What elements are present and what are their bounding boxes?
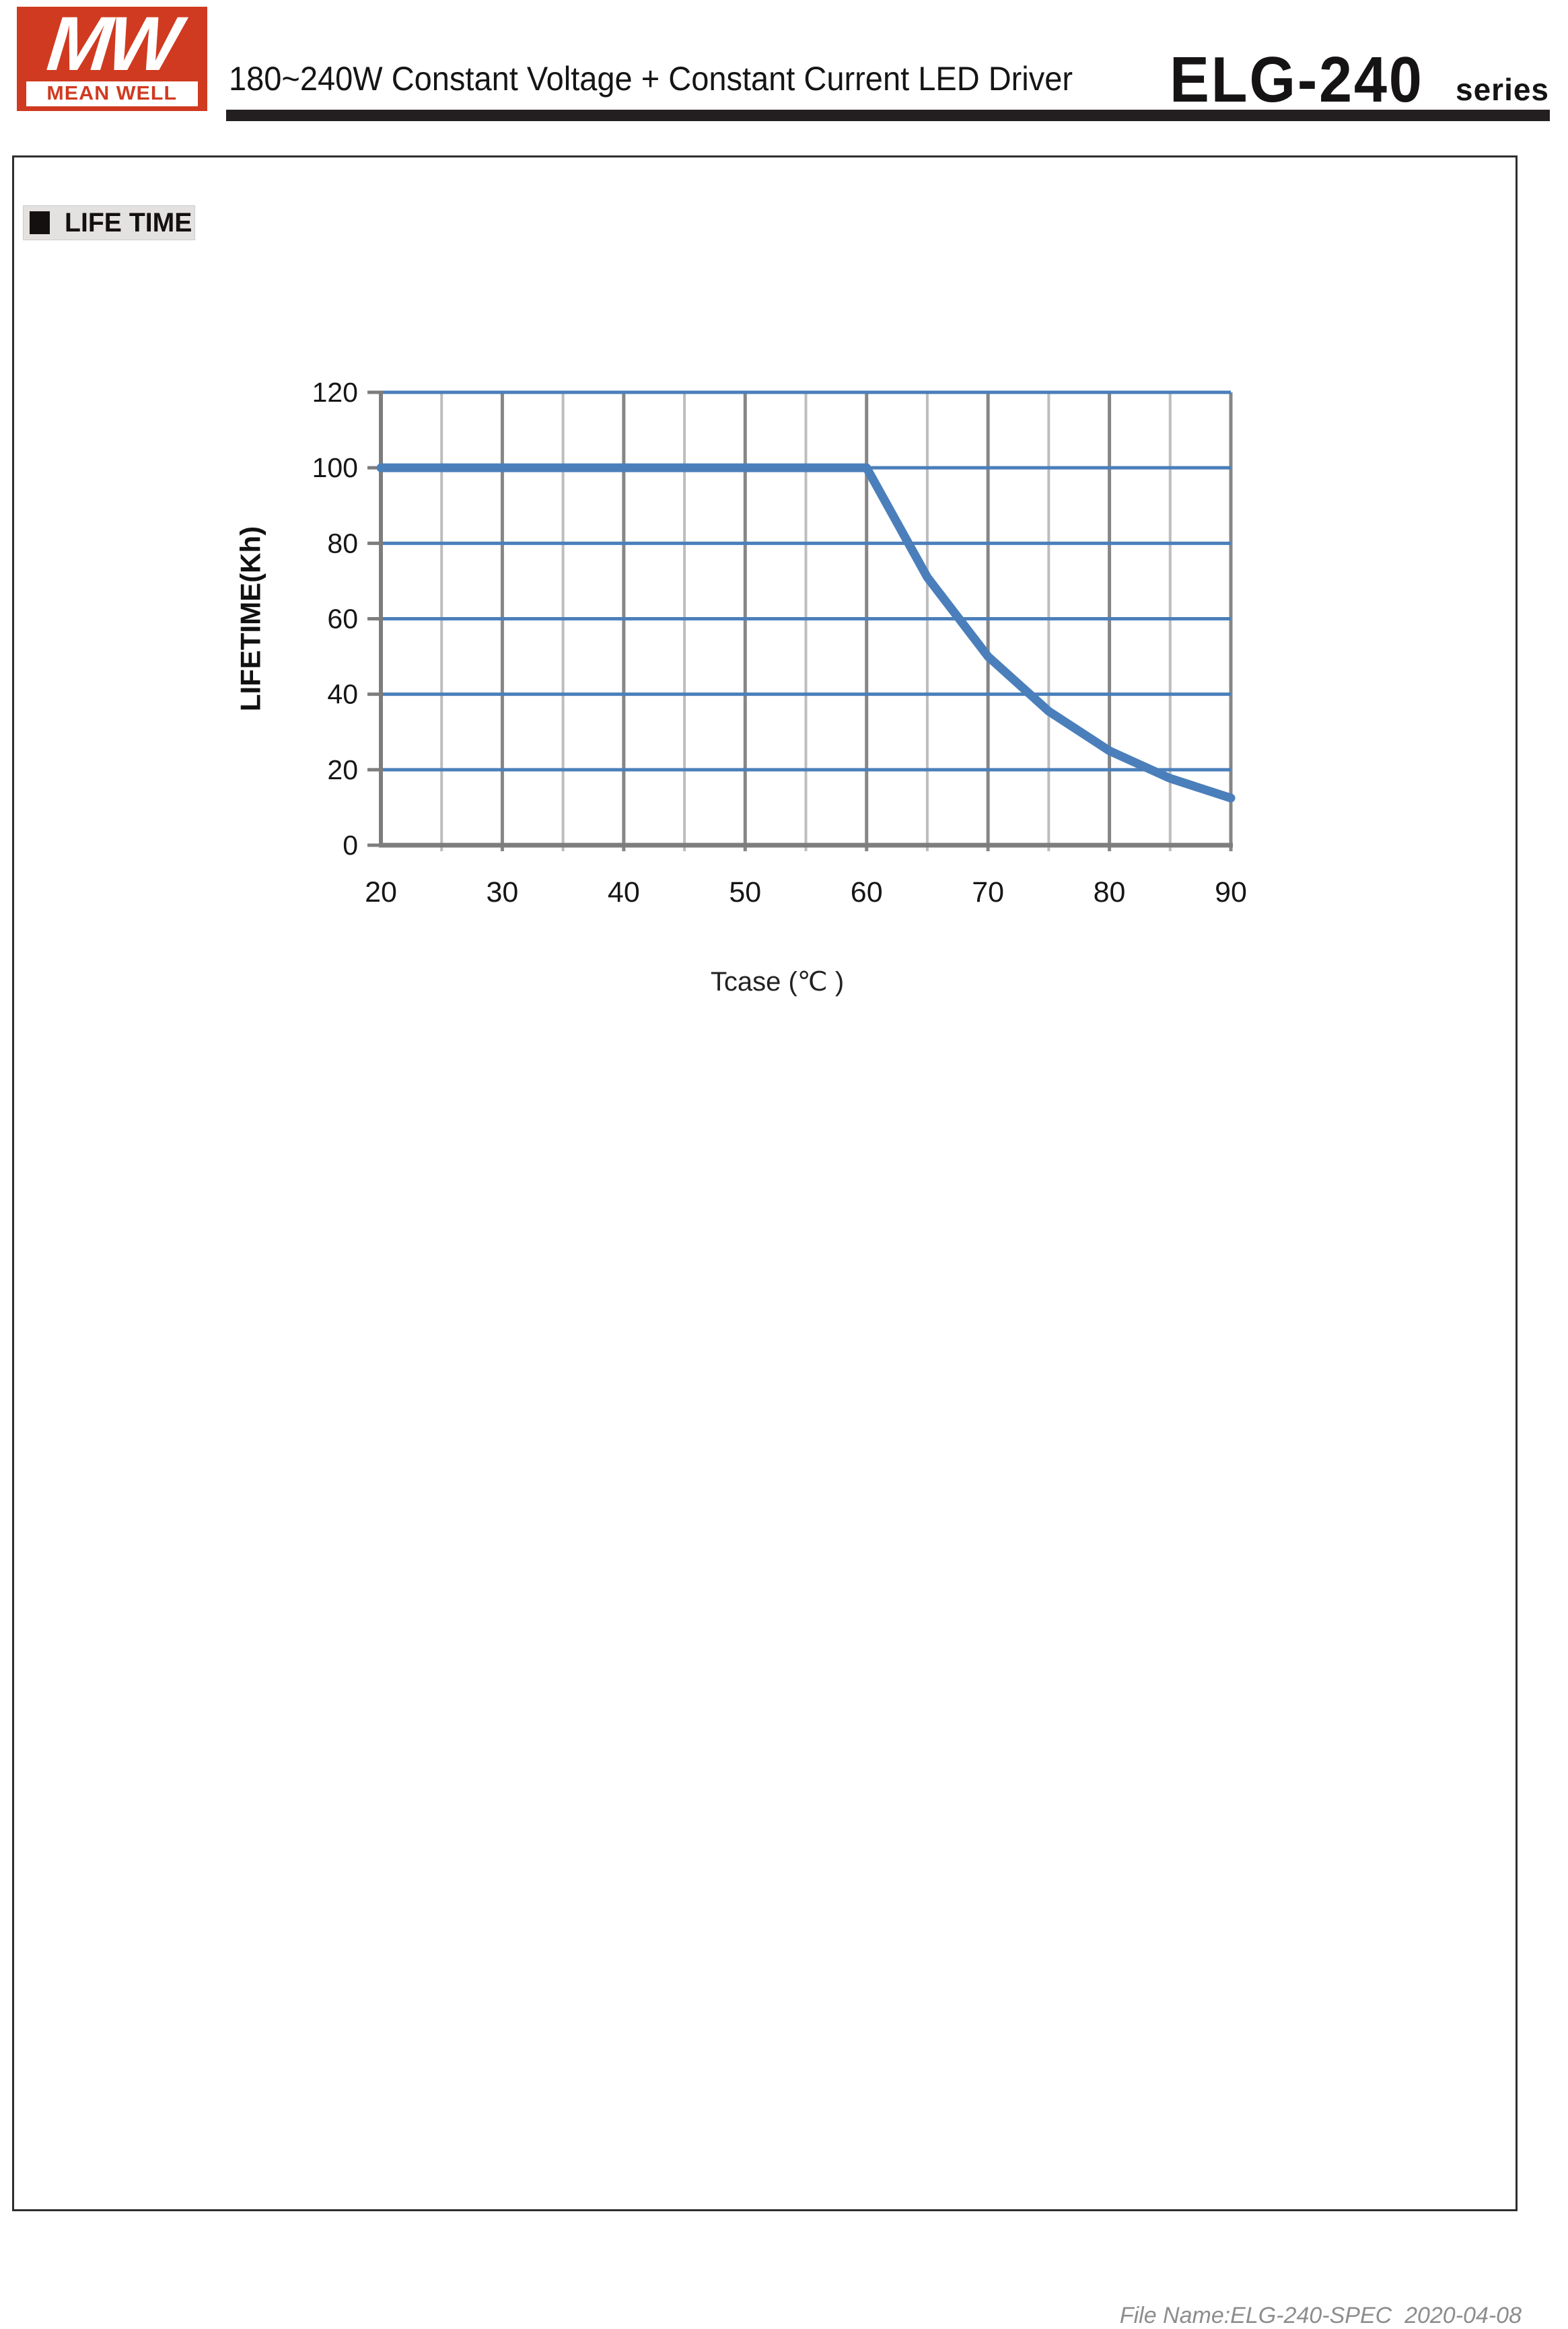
section-title: LIFE TIME: [65, 207, 192, 238]
y-tick-label: 80: [327, 528, 358, 559]
lifetime-curve: [376, 463, 1236, 803]
section-bullet-icon: [30, 211, 50, 234]
series-label: series: [1456, 72, 1550, 107]
file-info: File Name:ELG-240-SPEC 2020-04-08: [1119, 2303, 1522, 2328]
lifetime-chart-area: 0 20 40 60 80 100 120 20 30 40 50 60 70 80 90 LIFETIME(…: [222, 363, 1299, 1036]
y-tick-label: 40: [327, 679, 358, 710]
y-tick-label: 0: [343, 830, 358, 861]
section-header-lifetime: LIFE TIME: [23, 205, 195, 240]
meanwell-wordmark: MEAN WELL: [46, 83, 178, 104]
content-border-box: [12, 155, 1518, 2211]
x-tick-label: 40: [608, 876, 640, 908]
meanwell-logo: MW MEAN WELL: [17, 1, 207, 111]
x-tick-label: 80: [1094, 876, 1126, 908]
x-tick-label: 90: [1215, 876, 1247, 908]
x-tick-label: 60: [851, 876, 883, 908]
y-tick-label: 20: [327, 754, 358, 785]
mw-monogram-icon: MW: [43, 1, 181, 87]
y-tick-label: 100: [312, 452, 358, 483]
header-rule: [226, 110, 1550, 121]
x-tick-label: 70: [972, 876, 1004, 908]
model-name: ELG-240: [1170, 44, 1424, 116]
x-tick-label: 50: [729, 876, 761, 908]
meanwell-wordmark-box: MEAN WELL: [26, 81, 198, 106]
page-title: 180~240W Constant Voltage + Constant Cur…: [229, 60, 1073, 98]
x-tick-label: 20: [365, 876, 397, 908]
y-tick-label: 60: [327, 604, 358, 635]
x-tick-label: 30: [487, 876, 519, 908]
y-axis-title: LIFETIME(Kh): [235, 526, 266, 711]
y-tick-label: 120: [312, 377, 358, 408]
x-axis-title: Tcase (℃ ): [711, 967, 844, 997]
